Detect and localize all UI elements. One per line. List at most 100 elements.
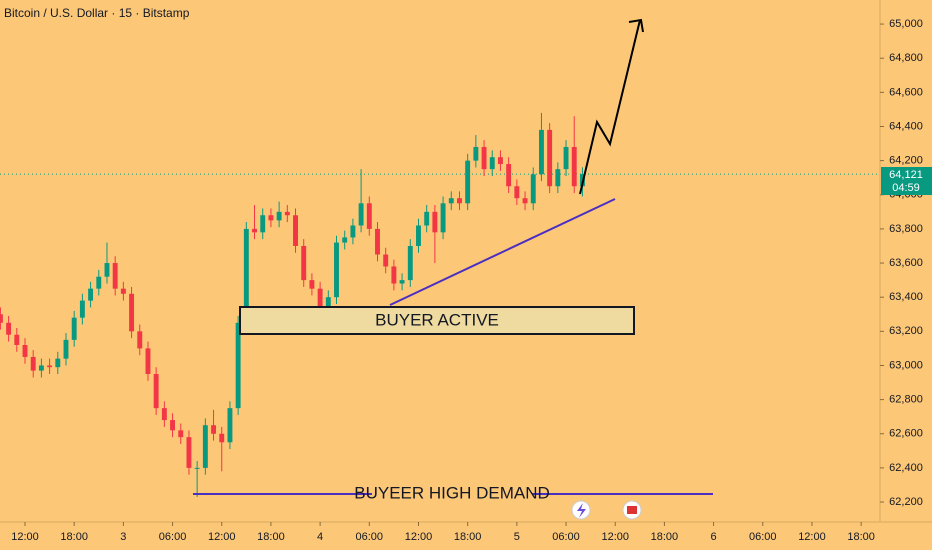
x-tick-label: 12:00 bbox=[405, 531, 433, 543]
candle-body bbox=[293, 215, 298, 246]
candle-body bbox=[30, 356, 36, 371]
candle-body bbox=[129, 293, 135, 332]
candle-body bbox=[407, 245, 413, 281]
candle-body bbox=[481, 146, 487, 170]
y-tick-label: 62,400 bbox=[889, 462, 923, 474]
candle-body bbox=[432, 211, 438, 233]
candle-body bbox=[145, 348, 151, 375]
y-tick-label: 64,200 bbox=[889, 155, 923, 167]
y-tick-label: 63,000 bbox=[889, 359, 923, 371]
event-glyph bbox=[577, 503, 586, 518]
y-tick-label: 63,600 bbox=[889, 257, 923, 269]
x-tick-label: 3 bbox=[120, 531, 126, 543]
candle-body bbox=[342, 237, 348, 243]
candle-body bbox=[473, 146, 479, 161]
y-tick-label: 63,400 bbox=[889, 291, 923, 303]
candle-body bbox=[424, 211, 430, 226]
candle-body bbox=[22, 344, 28, 357]
candle-body bbox=[325, 297, 331, 311]
candle-body bbox=[161, 408, 167, 421]
candle-body bbox=[0, 314, 3, 323]
candle-body bbox=[506, 164, 512, 187]
x-tick-label: 18:00 bbox=[454, 531, 482, 543]
candle-body bbox=[63, 339, 69, 359]
candle-body bbox=[416, 225, 421, 246]
candle-body bbox=[71, 317, 77, 340]
x-tick-label: 18:00 bbox=[60, 531, 88, 543]
x-tick-label: 4 bbox=[317, 531, 323, 543]
candle-body bbox=[538, 129, 544, 175]
candle-body bbox=[186, 437, 192, 468]
x-tick-label: 18:00 bbox=[257, 531, 285, 543]
candle-body bbox=[547, 129, 553, 187]
candle-body bbox=[497, 157, 503, 165]
x-tick-label: 12:00 bbox=[601, 531, 629, 543]
countdown-label: 04:59 bbox=[892, 182, 920, 194]
candle-body bbox=[530, 174, 536, 204]
x-tick-label: 12:00 bbox=[798, 531, 826, 543]
candle-body bbox=[301, 245, 307, 281]
trend-line bbox=[389, 198, 616, 306]
candle-body bbox=[399, 280, 405, 284]
candle-body bbox=[219, 433, 225, 443]
candle-body bbox=[137, 331, 143, 349]
candle-body bbox=[38, 365, 44, 371]
candle-body bbox=[202, 425, 208, 468]
projection-arrow bbox=[579, 19, 641, 195]
candle-body bbox=[211, 425, 217, 434]
x-tick-label: 06:00 bbox=[749, 531, 777, 543]
candle-body bbox=[514, 186, 520, 199]
x-tick-label: 12:00 bbox=[208, 531, 236, 543]
arrow-head bbox=[628, 18, 644, 33]
zone-label: BUYER ACTIVE bbox=[375, 310, 499, 329]
candle-body bbox=[112, 263, 118, 289]
candle-body bbox=[391, 266, 397, 284]
y-tick-label: 64,600 bbox=[889, 86, 923, 98]
y-tick-label: 62,800 bbox=[889, 394, 923, 406]
x-tick-label: 18:00 bbox=[651, 531, 679, 543]
candle-body bbox=[153, 374, 159, 409]
y-tick-label: 62,600 bbox=[889, 428, 923, 440]
candle-body bbox=[227, 408, 233, 443]
candle-body bbox=[383, 254, 389, 267]
candle-body bbox=[243, 228, 249, 323]
candle-body bbox=[88, 288, 94, 301]
demand-label: BUYEER HIGH DEMAND bbox=[354, 483, 550, 502]
candle-body bbox=[465, 160, 471, 204]
candle-body bbox=[366, 203, 372, 229]
candle-body bbox=[571, 146, 577, 187]
x-tick-label: 5 bbox=[514, 531, 520, 543]
x-tick-label: 06:00 bbox=[356, 531, 384, 543]
candle-body bbox=[375, 228, 380, 255]
candle-body bbox=[457, 198, 462, 204]
candle-body bbox=[555, 169, 561, 187]
candle-body bbox=[276, 211, 282, 221]
candle-body bbox=[235, 322, 241, 409]
candle-body bbox=[440, 203, 446, 233]
x-tick-label: 18:00 bbox=[847, 531, 875, 543]
candle-body bbox=[448, 198, 454, 204]
y-tick-label: 65,000 bbox=[889, 18, 923, 30]
candle-body bbox=[55, 358, 61, 368]
candle-body bbox=[317, 288, 323, 311]
candle-body bbox=[178, 430, 184, 438]
candle-body bbox=[563, 146, 569, 170]
candle-body bbox=[358, 203, 364, 226]
event-glyph bbox=[627, 506, 637, 514]
candle-body bbox=[47, 365, 53, 368]
candle-body bbox=[268, 215, 274, 221]
x-tick-label: 6 bbox=[711, 531, 717, 543]
y-tick-label: 62,200 bbox=[889, 496, 923, 508]
y-tick-label: 63,200 bbox=[889, 325, 923, 337]
candle-body bbox=[120, 288, 126, 294]
candle-body bbox=[14, 334, 20, 345]
candle-body bbox=[260, 215, 266, 233]
candle-body bbox=[522, 198, 528, 204]
candle-body bbox=[284, 211, 290, 216]
last-price-label: 64,121 bbox=[889, 169, 923, 181]
y-tick-label: 63,800 bbox=[889, 223, 923, 235]
zone-box bbox=[239, 306, 635, 335]
